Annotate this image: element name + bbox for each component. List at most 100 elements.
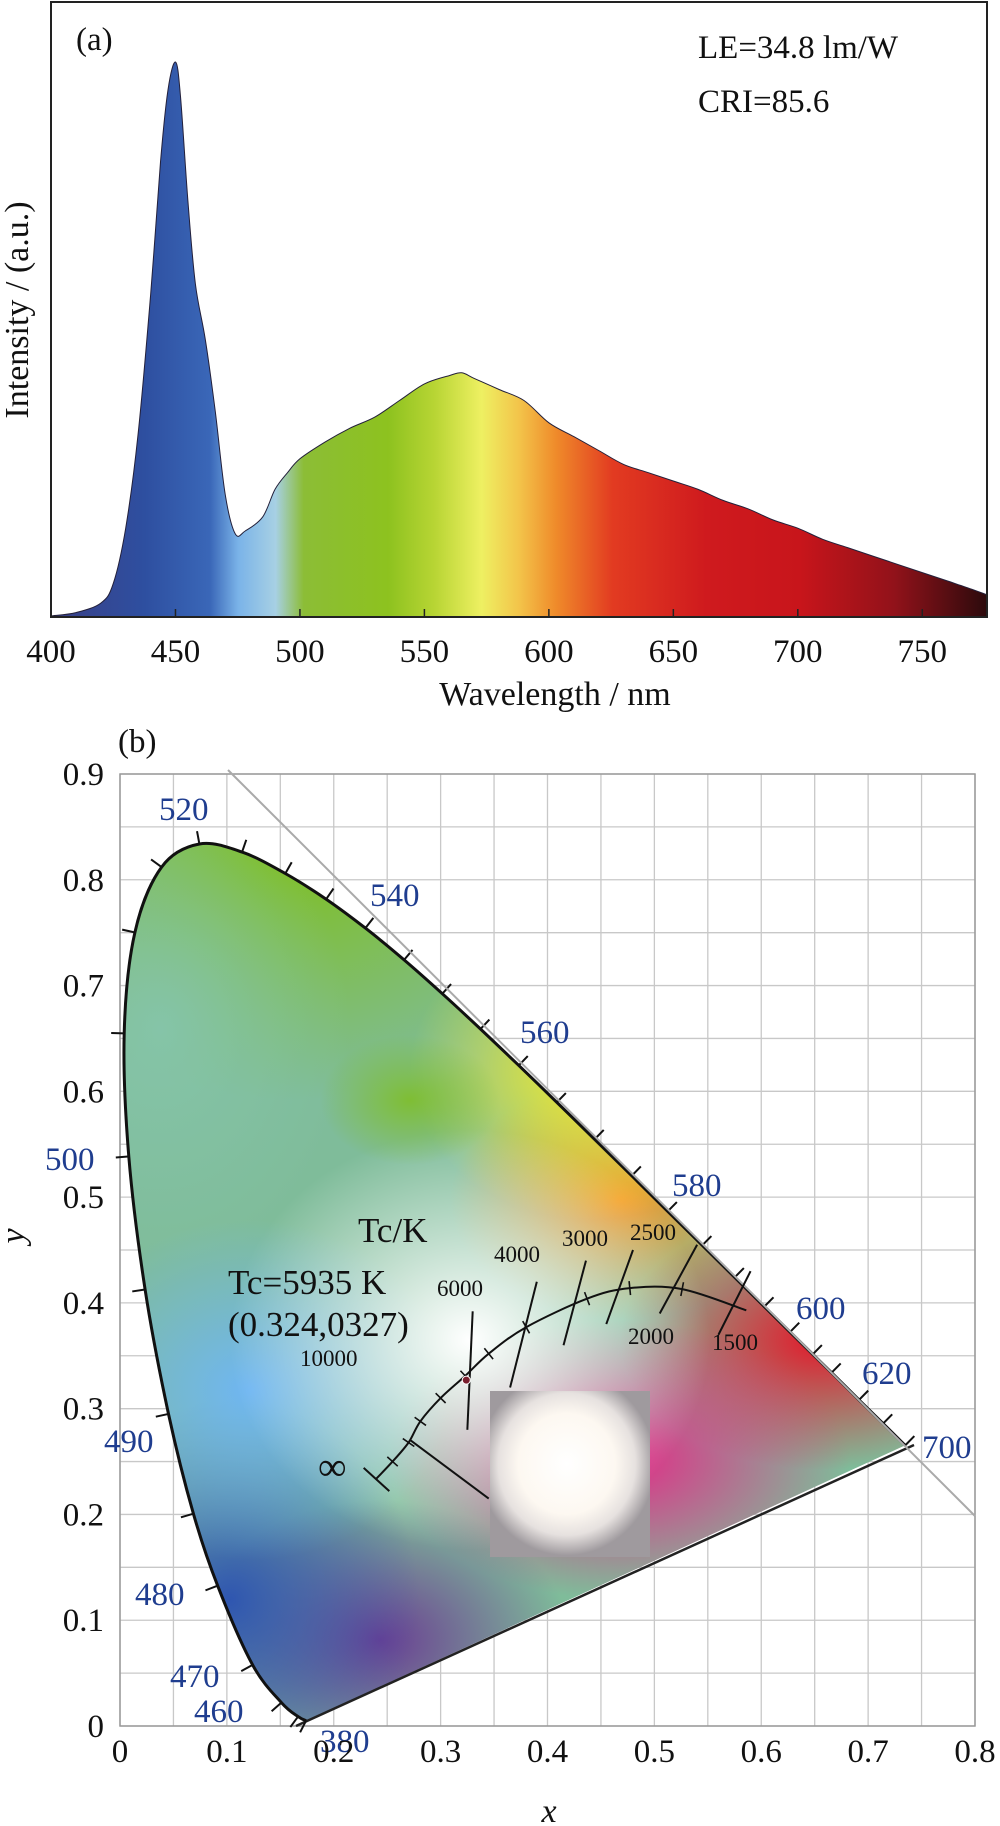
locus-tick bbox=[180, 1512, 194, 1519]
isotemperature-line bbox=[466, 1311, 474, 1430]
spectrum-x-tick-label: 400 bbox=[26, 634, 76, 670]
wavelength-label-500: 500 bbox=[45, 1142, 95, 1178]
locus-tick bbox=[150, 858, 163, 868]
planckian-tick bbox=[402, 1437, 415, 1448]
cie-y-tick-label: 0.8 bbox=[63, 863, 104, 899]
cct-label-2000: 2000 bbox=[628, 1324, 674, 1349]
planckian-locus bbox=[375, 1285, 747, 1480]
locus-tick bbox=[858, 1389, 869, 1401]
locus-tick bbox=[240, 1663, 254, 1672]
infinity-label: ∞ bbox=[318, 1444, 347, 1489]
planckian-tick bbox=[386, 1456, 399, 1467]
led-photo bbox=[490, 1391, 650, 1557]
locus-tick bbox=[763, 1296, 775, 1308]
wavelength-label-460: 460 bbox=[194, 1694, 244, 1730]
wavelength-label-620: 620 bbox=[862, 1356, 912, 1392]
planckian-tick bbox=[414, 1416, 427, 1427]
spectrum-x-tick-label: 550 bbox=[400, 634, 450, 670]
wavelength-label-600: 600 bbox=[796, 1291, 846, 1327]
locus-tick bbox=[121, 928, 136, 934]
isotemperature-lines bbox=[363, 1244, 752, 1500]
spectrum-y-axis-title: Intensity / (a.u.) bbox=[0, 201, 36, 418]
cie-x-tick-label: 0.8 bbox=[954, 1734, 995, 1770]
cct-label-10000: 10000 bbox=[300, 1346, 358, 1371]
locus-tick bbox=[205, 1584, 218, 1592]
cct-labels: 10000 6000 4000 3000 2500 2000 1500 bbox=[300, 1220, 758, 1371]
isotemperature-line bbox=[509, 1281, 538, 1388]
locus-tick bbox=[518, 1055, 529, 1067]
le-annotation: LE=34.8 lm/W bbox=[698, 30, 899, 66]
cct-label-6000: 6000 bbox=[437, 1276, 483, 1301]
cie-x-tick-label: 0.3 bbox=[420, 1734, 461, 1770]
spectrum-panel: 400 450 500 550 600 650 700 750 (a) LE=34.8 lm/… bbox=[0, 1, 988, 713]
wavelength-label-700: 700 bbox=[922, 1430, 972, 1466]
spectrum-area bbox=[51, 61, 987, 617]
locus-tick bbox=[734, 1267, 745, 1278]
purple-line bbox=[295, 1443, 915, 1728]
locus-tick bbox=[289, 1715, 299, 1728]
cie-x-tick-label: 0 bbox=[112, 1734, 129, 1770]
locus-tick bbox=[479, 1018, 491, 1030]
spectrum-x-tick-label: 650 bbox=[649, 634, 699, 670]
spectrum-line bbox=[50, 61, 988, 617]
cie-frame bbox=[119, 773, 976, 1727]
locus-tick bbox=[830, 1362, 842, 1374]
planckian-tick bbox=[628, 1281, 632, 1296]
locus-tick bbox=[364, 917, 375, 929]
wavelength-label-560: 560 bbox=[520, 1015, 570, 1051]
cie-color-fill bbox=[123, 843, 906, 1721]
cie-x-tick-label: 0.4 bbox=[527, 1734, 568, 1770]
wavelength-label-580: 580 bbox=[672, 1168, 722, 1204]
cie-y-tick-label: 0.2 bbox=[63, 1497, 104, 1533]
cie-x-tick-label: 0.5 bbox=[634, 1734, 675, 1770]
diagonal-reference-line bbox=[227, 769, 976, 1517]
cie-x-tick-label: 0.2 bbox=[313, 1734, 354, 1770]
cri-annotation: CRI=85.6 bbox=[698, 84, 829, 120]
infinity-cap bbox=[363, 1467, 390, 1492]
cie-x-tick-label: 0.1 bbox=[206, 1734, 247, 1770]
cct-label-2500: 2500 bbox=[630, 1220, 676, 1245]
locus-tick bbox=[284, 861, 293, 875]
spectrum-frame bbox=[50, 1, 988, 618]
locus-tick bbox=[882, 1413, 893, 1425]
panel-b-label: (b) bbox=[118, 724, 156, 760]
cct-label-1500: 1500 bbox=[712, 1330, 758, 1355]
wavelength-label-540: 540 bbox=[370, 878, 420, 914]
cie-panel: 10000 6000 4000 3000 2500 2000 1500 ∞ Tc… bbox=[0, 724, 996, 1826]
cie-y-tick-label: 0.9 bbox=[63, 757, 104, 793]
spectrum-x-tick-label: 700 bbox=[773, 634, 823, 670]
cie-y-tick-label: 0 bbox=[88, 1709, 105, 1745]
cie-y-axis-title: y bbox=[0, 1228, 32, 1247]
locus-tick bbox=[241, 839, 248, 853]
spectrum-x-tick-label: 450 bbox=[151, 634, 201, 670]
spectrum-x-tick-label: 500 bbox=[275, 634, 325, 670]
cie-y-tick-label: 0.4 bbox=[63, 1286, 104, 1322]
wavelength-labels: 380 460 470 480 490 500 520 540 560 580 … bbox=[45, 792, 972, 1760]
cie-x-axis-title: x bbox=[540, 1793, 556, 1826]
locus-tick bbox=[270, 1701, 283, 1712]
tc-axis-label: Tc/K bbox=[358, 1211, 427, 1250]
locus-tick bbox=[325, 887, 335, 900]
locus-tick bbox=[299, 1720, 307, 1733]
cie-y-tick-label: 0.1 bbox=[63, 1603, 104, 1639]
cct-label-4000: 4000 bbox=[494, 1242, 540, 1267]
cie-axis-ticks: 0 0.1 0.2 0.3 0.4 0.5 0.6 0.7 0.8 0 0.1 0.2 0.3 0.4 0.… bbox=[63, 757, 996, 1770]
cie-y-tick-label: 0.3 bbox=[63, 1392, 104, 1428]
isotemperature-line bbox=[410, 1439, 490, 1500]
isotemperature-line bbox=[717, 1270, 752, 1336]
planckian-tick bbox=[483, 1347, 494, 1360]
isotemperature-line bbox=[658, 1244, 699, 1314]
cie-y-tick-label: 0.5 bbox=[63, 1180, 104, 1216]
locus-tick bbox=[132, 1288, 146, 1293]
cie-y-tick-label: 0.6 bbox=[63, 1074, 104, 1110]
cie-x-tick-label: 0.7 bbox=[848, 1734, 889, 1770]
panel-a-label: (a) bbox=[76, 22, 113, 58]
isotemperature-line bbox=[562, 1260, 587, 1346]
planckian-tick bbox=[435, 1392, 447, 1404]
spectral-locus-ticks bbox=[111, 831, 916, 1733]
tc-coordinates-label: (0.324,0327) bbox=[228, 1305, 409, 1344]
cie-y-tick-label: 0.7 bbox=[63, 969, 104, 1005]
tc-value-label: Tc=5935 K bbox=[228, 1263, 386, 1302]
cct-label-3000: 3000 bbox=[562, 1226, 608, 1251]
